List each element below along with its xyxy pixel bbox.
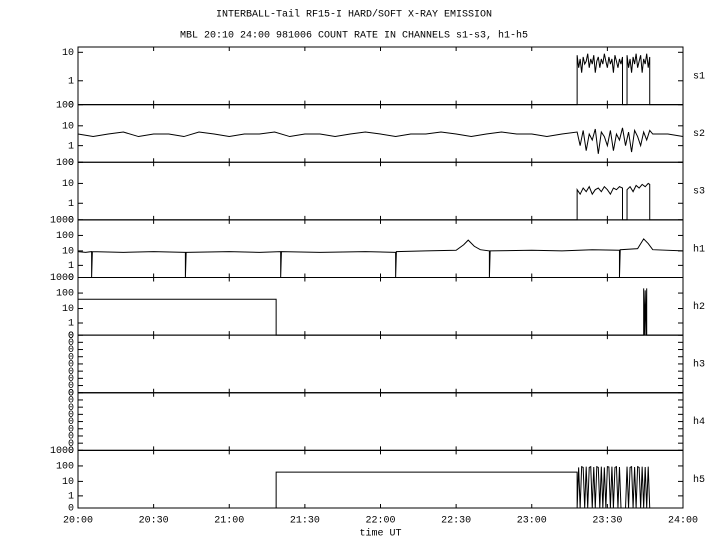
y-tick-label: 0 (68, 158, 74, 169)
y-tick-label: 10 (62, 48, 74, 59)
y-tick-label: 0 (68, 338, 74, 349)
y-tick-label: 0 (68, 367, 74, 378)
y-tick-label: 1 (68, 76, 74, 87)
panel-label: h3 (693, 359, 705, 371)
x-tick-label: 20:00 (63, 516, 93, 527)
y-tick-label: 100 (56, 100, 74, 111)
y-tick-label: 1000 (50, 446, 74, 457)
y-tick-label: 0 (68, 439, 74, 450)
x-tick-label: 21:00 (214, 516, 244, 527)
panel-frame (77, 392, 684, 451)
y-tick-label: 0 (68, 273, 74, 284)
panel-frame (77, 219, 684, 278)
y-tick-label: 1 (68, 199, 74, 210)
x-tick-label: 24:00 (668, 516, 698, 527)
panel-label: s3 (693, 187, 705, 198)
data-line (78, 288, 683, 336)
y-tick-label: 0 (68, 388, 74, 399)
y-tick-label: 0 (68, 504, 74, 515)
panel-frame (77, 161, 684, 221)
panel-label: h5 (693, 474, 705, 486)
chart-subtitle: MBL 20:10 24:00 981006 COUNT RATE IN CHA… (180, 30, 528, 42)
panel-frame (77, 46, 684, 106)
y-tick-label: 0 (68, 403, 74, 414)
y-tick-label: 0 (68, 446, 74, 457)
panel-frame (77, 449, 684, 509)
y-tick-label: 0 (68, 352, 74, 363)
x-tick-label: 22:00 (365, 516, 395, 527)
x-axis-label: time UT (359, 528, 401, 540)
panel-label: h2 (693, 301, 705, 313)
y-tick-label: 0 (68, 432, 74, 443)
y-tick-label: 1 (68, 319, 74, 330)
y-tick-label: 10 (62, 477, 74, 488)
y-tick-label: 1 (68, 141, 74, 152)
data-line (78, 53, 683, 106)
y-tick-label: 0 (68, 374, 74, 385)
panel-label: s2 (693, 129, 705, 140)
x-tick-label: 23:30 (592, 516, 622, 527)
data-line (78, 465, 683, 509)
y-tick-label: 0 (68, 331, 74, 342)
y-tick-label: 0 (68, 345, 74, 356)
y-tick-label: 0 (68, 396, 74, 407)
panel-label: h4 (693, 416, 705, 428)
x-tick-label: 22:30 (441, 516, 471, 527)
y-tick-label: 10 (62, 121, 74, 132)
y-tick-label: 10 (62, 247, 74, 258)
y-tick-label: 0 (68, 381, 74, 392)
y-tick-label: 100 (56, 158, 74, 169)
panel-frame (77, 334, 684, 394)
y-tick-label: 0 (68, 100, 74, 111)
y-tick-label: 0 (68, 331, 74, 342)
y-tick-label: 100 (56, 231, 74, 242)
panel-label: s1 (693, 71, 705, 82)
y-tick-label: 10 (62, 304, 74, 315)
y-tick-label: 1 (68, 261, 74, 272)
x-tick-label: 20:30 (139, 516, 169, 527)
x-tick-label: 23:00 (517, 516, 547, 527)
data-line (77, 238, 684, 278)
y-tick-label: 1 (68, 492, 74, 503)
y-tick-label: 100 (56, 462, 74, 473)
data-line (77, 127, 684, 154)
y-tick-label: 100 (56, 289, 74, 300)
panel-frame (77, 277, 684, 336)
y-tick-label: 0 (68, 216, 74, 227)
y-tick-label: 1000 (50, 273, 74, 284)
y-tick-label: 0 (68, 388, 74, 399)
data-line (78, 182, 683, 221)
chart-title: INTERBALL-Tail RF15-I HARD/SOFT X-RAY EM… (216, 9, 492, 21)
x-tick-label: 21:30 (290, 516, 320, 527)
y-tick-label: 0 (68, 410, 74, 421)
y-tick-label: 1000 (50, 216, 74, 227)
y-tick-label: 0 (68, 417, 74, 428)
panel-frame (77, 104, 684, 163)
y-tick-label: 0 (68, 424, 74, 435)
panel-label: h1 (693, 243, 705, 255)
y-tick-label: 10 (62, 179, 74, 190)
y-tick-label: 0 (68, 360, 74, 371)
